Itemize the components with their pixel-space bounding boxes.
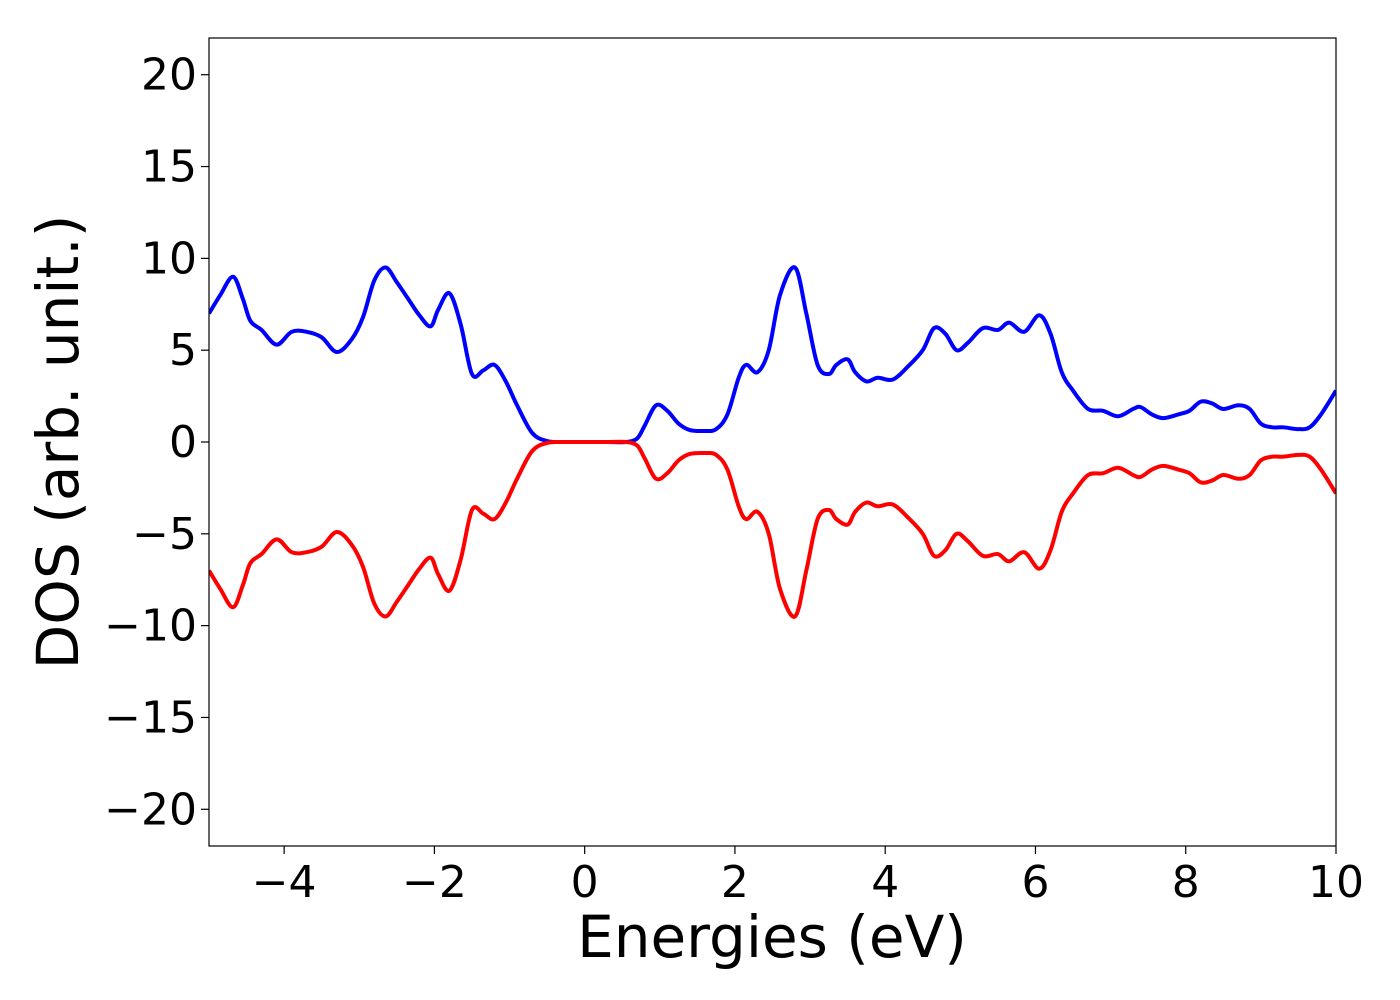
y-tick-label: −20 [104,784,197,835]
x-tick-label: 10 [1308,857,1364,908]
y-tick-label: 10 [141,233,197,284]
x-tick-label: 0 [571,857,599,908]
x-tick-label: 6 [1021,857,1049,908]
x-tick-label: 8 [1172,857,1200,908]
x-axis: −4 −2 0 2 4 6 8 10 [252,846,1364,908]
x-tick-label: −4 [252,857,317,908]
plot-area [209,38,1336,846]
series-layer [209,265,1336,619]
x-tick-label: −2 [402,857,467,908]
y-tick-label: −10 [104,601,197,652]
y-axis-title: DOS (arb. unit.) [24,215,92,670]
y-tick-label: 5 [169,325,197,376]
y-tick-label: 0 [169,417,197,468]
y-tick-label: 15 [141,142,197,193]
x-tick-label: 4 [871,857,899,908]
y-axis: −20 −15 −10 −5 0 5 10 15 20 [104,50,209,835]
y-tick-label: −5 [132,509,197,560]
y-tick-label: −15 [104,692,197,743]
y-tick-label: 20 [141,50,197,101]
series-line-1 [209,265,1336,445]
series-line-2 [209,439,1336,619]
x-tick-label: 2 [721,857,749,908]
x-axis-title: Energies (eV) [577,903,967,971]
